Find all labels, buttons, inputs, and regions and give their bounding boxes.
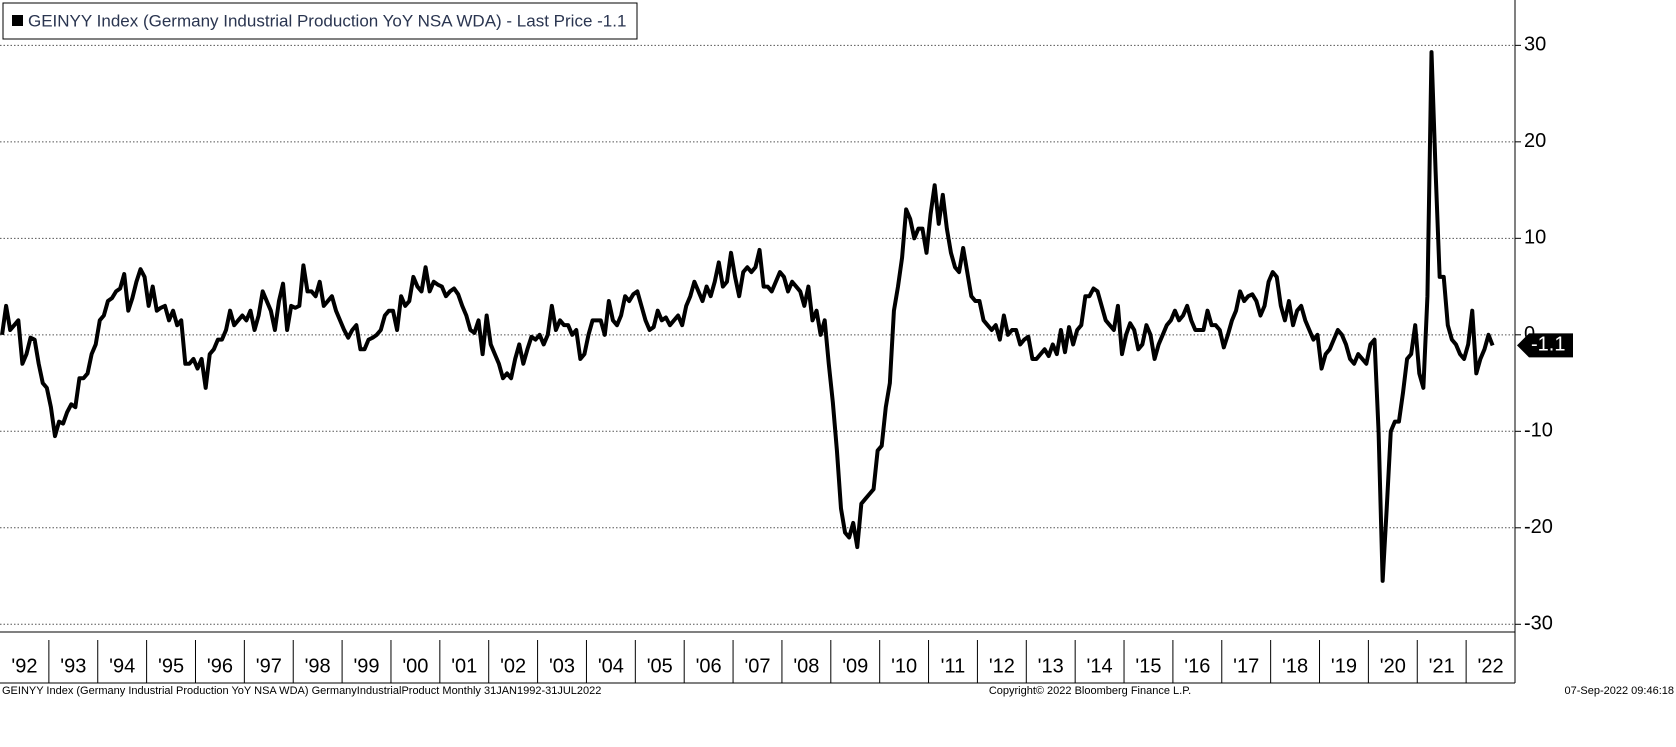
x-tick-label: '17: [1233, 655, 1259, 677]
footer-right: 07-Sep-2022 09:46:18: [1565, 685, 1674, 697]
x-tick-label: '14: [1087, 655, 1113, 677]
x-tick-label: '20: [1380, 655, 1406, 677]
x-tick-label: '99: [353, 655, 379, 677]
x-tick-label: '16: [1184, 655, 1210, 677]
x-tick-label: '18: [1282, 655, 1308, 677]
y-tick-label: -30: [1524, 613, 1553, 635]
x-tick-label: '03: [549, 655, 575, 677]
x-tick-label: '97: [256, 655, 282, 677]
legend-swatch: [12, 15, 23, 26]
x-tick-label: '12: [989, 655, 1015, 677]
y-tick-label: -20: [1524, 516, 1553, 538]
x-tick-label: '06: [696, 655, 722, 677]
x-tick-label: '92: [11, 655, 37, 677]
grid: [0, 44, 1515, 625]
x-tick-label: '04: [598, 655, 624, 677]
x-tick-label: '93: [60, 655, 86, 677]
last-price-label: -1.1: [1531, 334, 1565, 356]
series-line: [0, 50, 1495, 583]
x-tick-label: '08: [793, 655, 819, 677]
x-tick-label: '09: [842, 655, 868, 677]
x-tick-label: '22: [1478, 655, 1504, 677]
y-tick-label: 20: [1524, 130, 1546, 152]
legend: GEINYY Index (Germany Industrial Product…: [2, 2, 638, 40]
legend-box: [2, 2, 638, 40]
footer-center: Copyright© 2022 Bloomberg Finance L.P.: [989, 685, 1191, 697]
x-tick-label: '01: [451, 655, 477, 677]
x-tick-label: '94: [109, 655, 135, 677]
x-tick-label: '02: [500, 655, 526, 677]
x-tick-label: '21: [1429, 655, 1455, 677]
x-tick-label: '00: [402, 655, 428, 677]
x-tick-label: '07: [744, 655, 770, 677]
x-tick-label: '96: [207, 655, 233, 677]
x-tick-label: '19: [1331, 655, 1357, 677]
plot: [0, 50, 1495, 583]
y-tick-label: 30: [1524, 34, 1546, 56]
footer-left: GEINYY Index (Germany Industrial Product…: [2, 685, 601, 697]
last-price-tag: [1517, 333, 1573, 358]
x-tick-label: '10: [891, 655, 917, 677]
x-tick-label: '98: [305, 655, 331, 677]
legend-label: GEINYY Index (Germany Industrial Product…: [28, 11, 626, 30]
x-tick-label: '95: [158, 655, 184, 677]
x-tick-label: '15: [1135, 655, 1161, 677]
y-tick-label: 10: [1524, 227, 1546, 249]
x-tick-label: '11: [941, 655, 966, 677]
x-tick-label: '13: [1038, 655, 1064, 677]
x-tick-label: '05: [647, 655, 673, 677]
y-tick-label: -10: [1524, 420, 1553, 442]
